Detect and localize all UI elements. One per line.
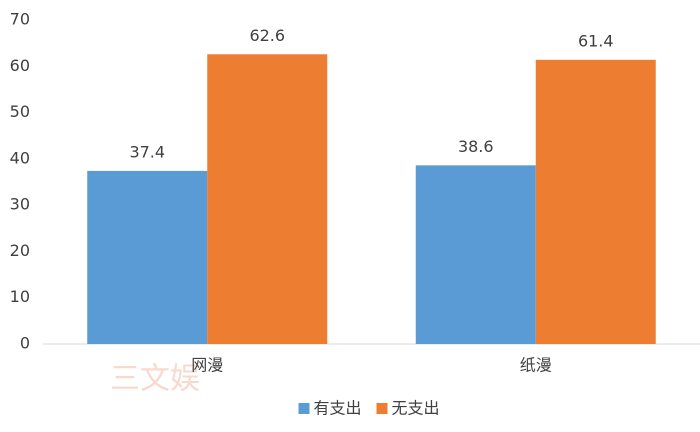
x-tick-label: 纸漫 [520, 356, 552, 375]
legend-label: 有支出 [314, 399, 362, 418]
legend-swatch [376, 403, 388, 414]
watermark: 三文娱 [110, 362, 200, 397]
y-tick-label: 30 [10, 195, 30, 214]
y-tick-label: 0 [20, 334, 30, 353]
legend-label: 无支出 [392, 399, 440, 418]
legend-swatch [298, 403, 310, 414]
y-tick-label: 70 [10, 10, 30, 29]
value-label: 61.4 [578, 31, 614, 50]
y-tick-label: 10 [10, 287, 30, 306]
x-tick-label: 网漫 [191, 356, 223, 375]
bar [87, 170, 208, 344]
bar [207, 54, 328, 344]
bar [535, 59, 656, 344]
value-label: 62.6 [249, 26, 285, 45]
value-label: 37.4 [129, 142, 165, 161]
y-tick-label: 20 [10, 241, 30, 260]
y-tick-label: 40 [10, 148, 30, 167]
value-label: 38.6 [458, 137, 494, 156]
bar [415, 165, 536, 344]
y-tick-label: 60 [10, 56, 30, 75]
y-tick-label: 50 [10, 102, 30, 121]
